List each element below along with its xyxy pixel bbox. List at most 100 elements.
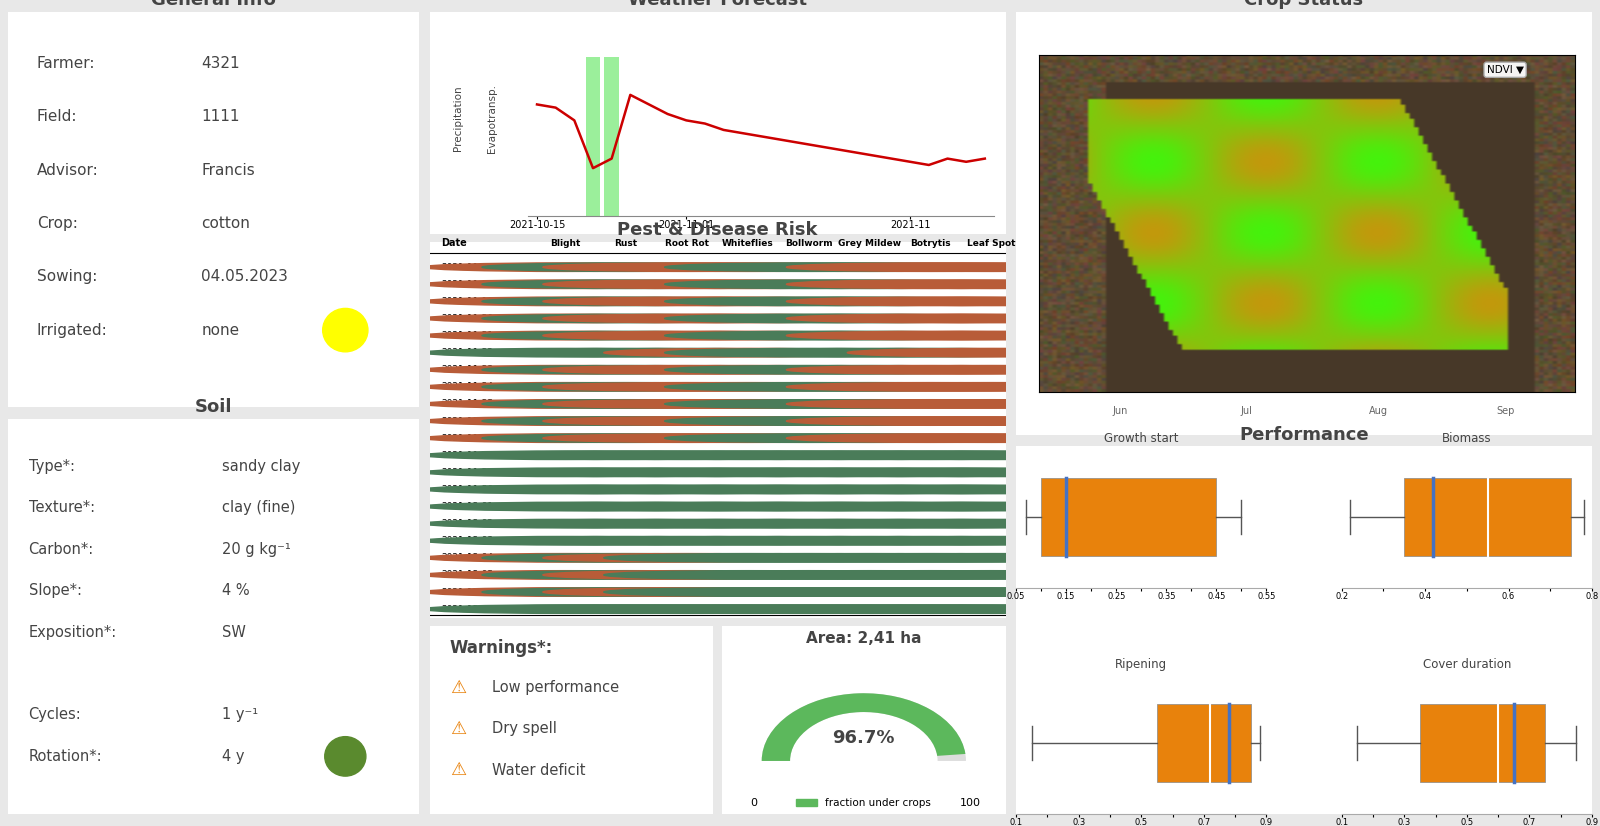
- Circle shape: [482, 468, 770, 477]
- Circle shape: [603, 365, 891, 374]
- Text: Date: Date: [442, 239, 467, 249]
- Text: 100: 100: [960, 798, 981, 808]
- Circle shape: [787, 588, 1074, 596]
- Circle shape: [848, 417, 1136, 425]
- Circle shape: [482, 400, 770, 408]
- Circle shape: [664, 263, 952, 272]
- Circle shape: [542, 588, 830, 596]
- Circle shape: [787, 382, 1074, 392]
- Circle shape: [848, 553, 1136, 563]
- Legend: fraction under crops: fraction under crops: [792, 794, 936, 812]
- Circle shape: [787, 485, 1074, 494]
- Circle shape: [482, 536, 770, 545]
- Text: Precipitation: Precipitation: [453, 86, 462, 151]
- Circle shape: [725, 536, 1013, 545]
- Text: 04.05.2023: 04.05.2023: [202, 269, 288, 284]
- Circle shape: [603, 502, 891, 510]
- Circle shape: [482, 520, 770, 528]
- Circle shape: [603, 468, 891, 477]
- Text: ⚠: ⚠: [450, 762, 466, 780]
- Text: 2021-11-20: 2021-11-20: [442, 314, 493, 323]
- Circle shape: [725, 297, 1013, 306]
- Text: Blight: Blight: [550, 240, 581, 249]
- Circle shape: [725, 571, 1013, 579]
- Circle shape: [787, 280, 1074, 288]
- Circle shape: [542, 280, 830, 288]
- Text: 2021-11-27: 2021-11-27: [442, 434, 493, 443]
- Circle shape: [603, 553, 891, 563]
- Title: Cover duration: Cover duration: [1422, 658, 1510, 672]
- Circle shape: [603, 314, 891, 323]
- Circle shape: [421, 536, 709, 545]
- Circle shape: [542, 468, 830, 477]
- Circle shape: [787, 297, 1074, 306]
- Text: 2021-12-04: 2021-12-04: [442, 553, 493, 563]
- Title: Soil: Soil: [195, 398, 232, 416]
- Text: 2021-11-29: 2021-11-29: [442, 468, 493, 477]
- Circle shape: [421, 553, 709, 563]
- Circle shape: [787, 468, 1074, 477]
- Circle shape: [664, 553, 952, 563]
- Circle shape: [664, 451, 952, 459]
- Circle shape: [787, 605, 1074, 614]
- Text: Botrytis: Botrytis: [910, 240, 950, 249]
- Text: Texture*:: Texture*:: [29, 501, 94, 515]
- Circle shape: [787, 400, 1074, 408]
- Circle shape: [725, 553, 1013, 563]
- Circle shape: [542, 536, 830, 545]
- Circle shape: [664, 536, 952, 545]
- Text: Cycles:: Cycles:: [29, 707, 82, 723]
- Text: Area: 2,41 ha: Area: 2,41 ha: [806, 631, 922, 646]
- Circle shape: [664, 520, 952, 528]
- Title: General Info: General Info: [152, 0, 277, 9]
- Circle shape: [482, 502, 770, 510]
- Circle shape: [725, 400, 1013, 408]
- Circle shape: [848, 605, 1136, 614]
- Circle shape: [725, 485, 1013, 494]
- Circle shape: [664, 502, 952, 510]
- Text: Aug: Aug: [1370, 406, 1389, 415]
- Text: 4 y: 4 y: [222, 749, 245, 764]
- Text: Sowing:: Sowing:: [37, 269, 98, 284]
- Circle shape: [664, 349, 952, 357]
- Text: 2021-11-30: 2021-11-30: [442, 485, 493, 494]
- Circle shape: [848, 280, 1136, 288]
- Circle shape: [787, 434, 1074, 443]
- Wedge shape: [762, 693, 965, 761]
- Circle shape: [848, 451, 1136, 459]
- Text: 2021-11-23: 2021-11-23: [442, 365, 493, 374]
- Text: 2021-12-07: 2021-12-07: [442, 605, 493, 614]
- Circle shape: [482, 434, 770, 443]
- Circle shape: [542, 485, 830, 494]
- Text: Whiteflies: Whiteflies: [722, 240, 774, 249]
- Circle shape: [725, 280, 1013, 288]
- Title: Performance: Performance: [1240, 425, 1370, 444]
- Circle shape: [603, 536, 891, 545]
- Circle shape: [542, 349, 830, 357]
- Circle shape: [421, 520, 709, 528]
- Circle shape: [325, 737, 366, 776]
- Circle shape: [421, 263, 709, 272]
- Circle shape: [664, 417, 952, 425]
- Circle shape: [421, 400, 709, 408]
- Circle shape: [542, 434, 830, 443]
- Wedge shape: [762, 693, 966, 761]
- Circle shape: [787, 365, 1074, 374]
- Text: 2021-12-03: 2021-12-03: [442, 536, 493, 545]
- Circle shape: [787, 520, 1074, 528]
- Circle shape: [787, 451, 1074, 459]
- Text: 4 %: 4 %: [222, 583, 250, 598]
- Text: SW: SW: [222, 624, 246, 639]
- Circle shape: [603, 297, 891, 306]
- Circle shape: [787, 349, 1074, 357]
- Text: 2021-12-05: 2021-12-05: [442, 571, 493, 579]
- Circle shape: [603, 331, 891, 339]
- Text: clay (fine): clay (fine): [222, 501, 296, 515]
- Circle shape: [664, 605, 952, 614]
- Circle shape: [542, 520, 830, 528]
- Circle shape: [725, 382, 1013, 392]
- Circle shape: [421, 382, 709, 392]
- Circle shape: [482, 605, 770, 614]
- Text: Water deficit: Water deficit: [493, 763, 586, 778]
- Text: Leaf Spot: Leaf Spot: [966, 240, 1016, 249]
